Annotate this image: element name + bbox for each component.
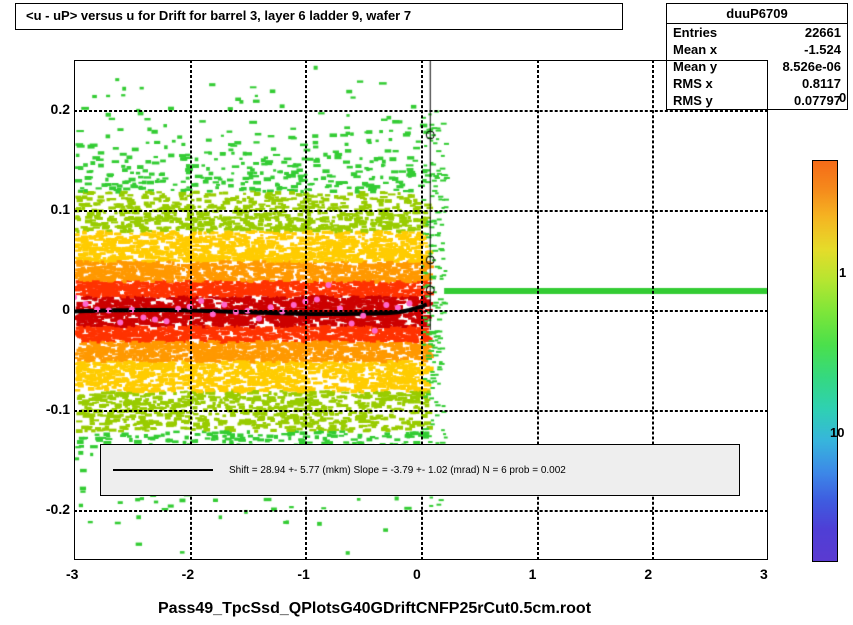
stat-entries: Entries22661 [667,24,847,41]
stat-mean-x: Mean x-1.524 [667,41,847,58]
stats-name: duuP6709 [667,4,847,24]
fit-info-box: Shift = 28.94 +- 5.77 (mkm) Slope = -3.7… [100,444,740,496]
plot-title: <u - uP> versus u for Drift for barrel 3… [15,3,623,30]
colorbar-tick-1: 1 [839,265,846,280]
colorbar [812,160,838,562]
fit-text: Shift = 28.94 +- 5.77 (mkm) Slope = -3.7… [229,465,566,476]
footer-filename: Pass49_TpcSsd_QPlotsG40GDriftCNFP25rCut0… [158,600,591,618]
colorbar-tick-extra: 0 [839,90,846,105]
colorbar-tick-10: 10 [830,425,844,440]
fit-line-sample [113,469,213,471]
